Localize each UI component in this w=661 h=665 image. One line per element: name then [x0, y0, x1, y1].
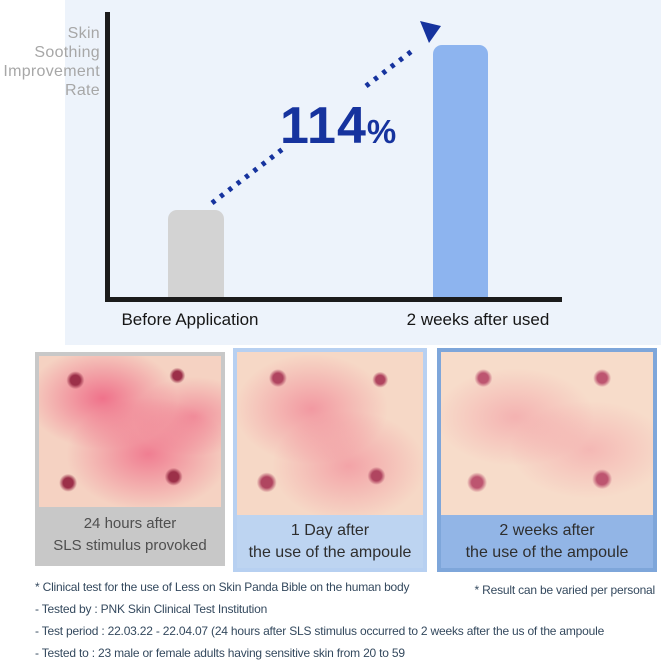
trend-arrow-dotted-line [364, 49, 414, 88]
photo-caption-line: 24 hours after [83, 514, 177, 532]
chart-background [65, 0, 661, 345]
photo-caption: 2 weeks after the use of the ampoule [441, 515, 653, 568]
footnote-clinical-test: * Clinical test for the use of Less on S… [35, 580, 410, 594]
photo-card-1-day: 1 Day after the use of the ampoule [233, 348, 427, 572]
footnote-result-disclaimer: * Result can be varied per personal [474, 583, 656, 597]
photo-caption: 24 hours after SLS stimulus provoked [39, 507, 221, 562]
y-axis-label-line: Improvement [3, 63, 100, 80]
y-axis [105, 12, 110, 302]
improvement-unit: % [366, 113, 397, 150]
y-axis-label-line: Skin [67, 25, 100, 42]
bar-before-application [168, 210, 224, 297]
x-axis [105, 297, 562, 302]
skin-photo-2-weeks [441, 352, 653, 515]
bar-2-weeks-after [433, 45, 488, 297]
photo-caption-line: SLS stimulus provoked [53, 536, 207, 554]
skin-photo-1-day [237, 352, 423, 515]
category-label-2-weeks-after: 2 weeks after used [406, 310, 550, 329]
trend-arrowhead-icon [420, 21, 441, 43]
photo-card-2-weeks: 2 weeks after the use of the ampoule [437, 348, 657, 572]
skin-photo-24-hours [39, 356, 221, 507]
y-axis-label-line: Rate [65, 82, 100, 99]
footnote-test-period: - Test period : 22.03.22 - 22.04.07 (24 … [35, 624, 605, 638]
photo-card-24-hours: 24 hours after SLS stimulus provoked [35, 352, 225, 566]
improvement-percentage: 114% [280, 96, 396, 156]
trend-arrow-dotted-line [210, 146, 286, 205]
y-axis-label-line: Soothing [34, 44, 100, 61]
photo-caption: 1 Day after the use of the ampoule [237, 515, 423, 568]
y-axis-label: Skin Soothing Improvement Rate [0, 24, 100, 100]
trend-arrow-icon [210, 21, 441, 205]
improvement-value: 114 [280, 97, 367, 155]
photo-caption-line: the use of the ampoule [248, 543, 412, 561]
category-label-before-application: Before Application [121, 310, 259, 329]
photo-caption-line: 2 weeks after [499, 521, 595, 539]
footnote-tested-by: - Tested by : PNK Skin Clinical Test Ins… [35, 602, 268, 616]
photo-caption-line: the use of the ampoule [465, 543, 629, 561]
photo-caption-line: 1 Day after [290, 521, 370, 539]
footnote-tested-to: - Tested to : 23 male or female adults h… [35, 646, 405, 660]
